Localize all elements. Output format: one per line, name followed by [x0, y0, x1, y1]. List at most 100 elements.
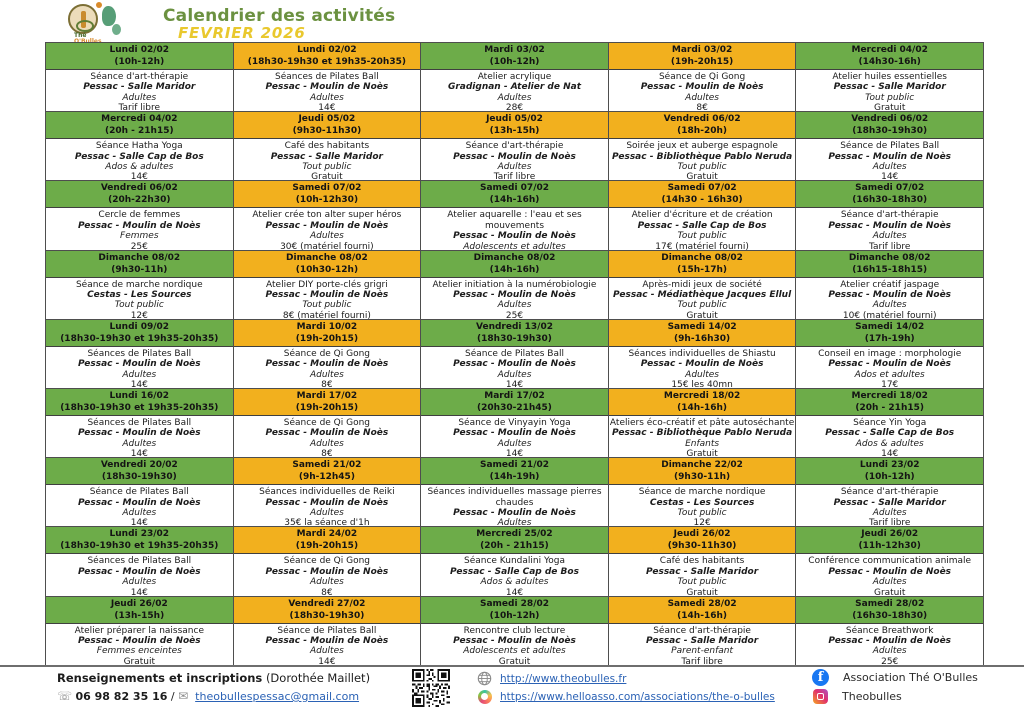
time-label: (18h-20h) — [677, 126, 727, 137]
activity-cell: Mardi 24/02 (19h-20h15) Séance de Qi Gong P… — [233, 527, 422, 597]
logo-bubble-icon — [96, 2, 102, 8]
activity-price: 14€ — [318, 656, 336, 666]
activity-place: Pessac - Moulin de Noès — [828, 289, 952, 300]
date-label: Samedi 28/02 — [479, 598, 550, 609]
activity-audience: Adultes — [497, 92, 532, 103]
date-label: Samedi 14/02 — [667, 321, 737, 332]
activity-audience: Adultes — [872, 507, 907, 518]
date-header: Mardi 17/02 (20h30-21h45) — [421, 388, 608, 416]
time-label: (15h-17h) — [677, 264, 727, 275]
time-label: (10h-12h30) — [295, 195, 359, 206]
social-block: f Association Thé O'Bulles Theobulles — [812, 668, 978, 706]
activity-name: Séance d'art-thérapie — [840, 210, 939, 221]
globe-icon — [477, 671, 492, 686]
logo-text: Thé O'Bulles — [74, 33, 102, 45]
activity-cell: Mardi 17/02 (19h-20h15) Séance de Qi Gong P… — [233, 388, 422, 459]
activity-cell: Vendredi 20/02 (18h30-19h30) Séance de Pil… — [46, 458, 234, 528]
activity-cell: Mardi 03/02 (10h-12h) Atelier acrylique Gra… — [421, 43, 609, 113]
date-label: Lundi 16/02 — [109, 390, 170, 401]
logo-bubble-icon — [102, 6, 116, 26]
facebook-label: Association Thé O'Bulles — [843, 671, 978, 684]
time-label: (10h30-12h) — [295, 264, 359, 275]
contact-title-bold: Renseignements et inscriptions — [57, 671, 263, 685]
activity-name: Café des habitants — [284, 141, 370, 152]
activity-cell: Samedi 28/02 (16h30-18h30) Séance Breathwo… — [796, 596, 984, 666]
time-label: (18h30-19h30 et 19h35-20h35) — [60, 402, 219, 413]
date-label: Samedi 28/02 — [855, 598, 925, 609]
activity-price: 15€ les 40mn — [671, 379, 733, 389]
activity-place: Pessac - Moulin de Noès — [265, 428, 389, 439]
facebook-icon: f — [812, 669, 829, 686]
activity-audience: Adultes — [497, 162, 532, 172]
date-label: Vendredi 06/02 — [663, 114, 741, 125]
time-label: (14h30-16h) — [858, 57, 921, 67]
time-label: (10h-12h) — [489, 57, 540, 67]
date-label: Samedi 07/02 — [479, 183, 550, 194]
activity-name: Séance de Qi Gong — [283, 556, 371, 567]
time-label: (9h30-11h) — [674, 472, 731, 483]
date-label: Mercredi 18/02 — [851, 390, 928, 401]
activity-audience: Adultes — [122, 369, 157, 380]
activity-audience: Adultes — [309, 92, 344, 103]
date-header: Jeudi 05/02 (13h-15h) — [421, 112, 608, 140]
date-header: Samedi 28/02 (16h30-18h30) — [796, 596, 983, 624]
time-label: (20h30-21h45) — [477, 402, 552, 413]
activity-place: Pessac - Moulin de Noès — [265, 220, 389, 231]
activity-details: Séance de Pilates Ball Pessac - Moulin de… — [421, 347, 608, 388]
date-header: Mercredi 04/02 (14h30-16h) — [796, 43, 983, 70]
activity-name: Conseil en image : morphologie — [818, 348, 962, 359]
activity-name: Séance Hatha Yoga — [95, 141, 183, 152]
activity-price: Gratuit — [686, 449, 718, 459]
contact-details: ☏ 06 98 82 35 16 / ✉ theobullespessac@gm… — [57, 689, 370, 703]
activity-details: Conseil en image : morphologie Pessac - M… — [796, 347, 983, 388]
contact-separator: / — [170, 690, 175, 703]
activity-cell: Dimanche 08/02 (15h-17h) Après-midi jeux d… — [608, 250, 797, 320]
time-label: (19h-20h15) — [295, 333, 359, 344]
date-header: Samedi 07/02 (16h30-18h30) — [796, 181, 983, 209]
activity-place: Pessac - Moulin de Noès — [828, 220, 952, 231]
activity-cell: Mercredi 18/02 (20h - 21h15) Séance Yin Yo… — [796, 388, 984, 459]
instagram-icon — [813, 689, 828, 704]
activity-audience: Adultes — [309, 231, 344, 242]
date-label: Jeudi 26/02 — [673, 529, 731, 540]
date-header: Mardi 03/02 (19h-20h15) — [608, 43, 796, 70]
activity-details: Séance de marche nordique Cestas - Les So… — [609, 485, 796, 526]
activity-place: Pessac - Médiathèque Jacques Ellul — [613, 289, 792, 300]
activity-audience: Adultes — [872, 646, 907, 657]
activity-price: 25€ — [130, 241, 148, 251]
time-label: (19h-20h15) — [295, 402, 359, 413]
time-label: (14h-16h) — [677, 402, 727, 413]
activity-name: Séance Kundalini Yoga — [463, 556, 565, 567]
helloasso-link[interactable]: https://www.helloasso.com/associations/t… — [500, 690, 775, 703]
website-row: http://www.theobulles.fr — [477, 670, 775, 687]
date-label: Dimanche 08/02 — [848, 252, 931, 263]
activity-audience: Adultes — [122, 507, 157, 518]
activity-cell: Dimanche 08/02 (10h30-12h) Atelier DIY por… — [233, 250, 422, 320]
date-header: Samedi 21/02 (9h-12h45) — [233, 458, 421, 486]
date-label: Mardi 17/02 — [484, 390, 545, 401]
date-header: Mardi 24/02 (19h-20h15) — [233, 527, 421, 555]
date-label: Samedi 21/02 — [292, 460, 362, 471]
email-link[interactable]: theobullespessac@gmail.com — [195, 690, 360, 703]
activity-price: 14€ — [505, 587, 524, 597]
activity-details: Séance de Qi Gong Pessac - Moulin de Noès… — [609, 70, 796, 111]
date-header: Dimanche 08/02 (10h30-12h) — [233, 250, 421, 278]
date-header: Vendredi 06/02 (18h-20h) — [608, 112, 796, 140]
date-header: Vendredi 27/02 (18h30-19h30) — [233, 596, 421, 624]
website-link[interactable]: http://www.theobulles.fr — [500, 672, 627, 685]
activity-price: 30€ (matériel fourni) — [280, 241, 374, 251]
activity-place: Pessac - Moulin de Noès — [828, 359, 952, 370]
activity-name: Séance de marche nordique — [75, 279, 203, 290]
activity-place: Pessac - Bibliothèque Pablo Neruda — [612, 428, 793, 439]
activity-place: Pessac - Salle Cap de Bos — [637, 220, 767, 231]
activity-price: 14€ — [881, 172, 899, 182]
date-label: Dimanche 22/02 — [661, 460, 743, 471]
activity-name: Séance d'art-thérapie — [90, 72, 189, 82]
activity-audience: Adultes — [497, 369, 532, 380]
activity-price: Tarif libre — [681, 656, 723, 666]
date-header: Vendredi 06/02 (20h-22h30) — [46, 181, 233, 209]
activity-name: Atelier créatif jaspage — [840, 279, 940, 290]
date-label: Vendredi 20/02 — [100, 460, 178, 471]
activity-audience: Adultes — [497, 300, 532, 311]
activity-details: Séance de Qi Gong Pessac - Moulin de Noès… — [234, 347, 421, 388]
